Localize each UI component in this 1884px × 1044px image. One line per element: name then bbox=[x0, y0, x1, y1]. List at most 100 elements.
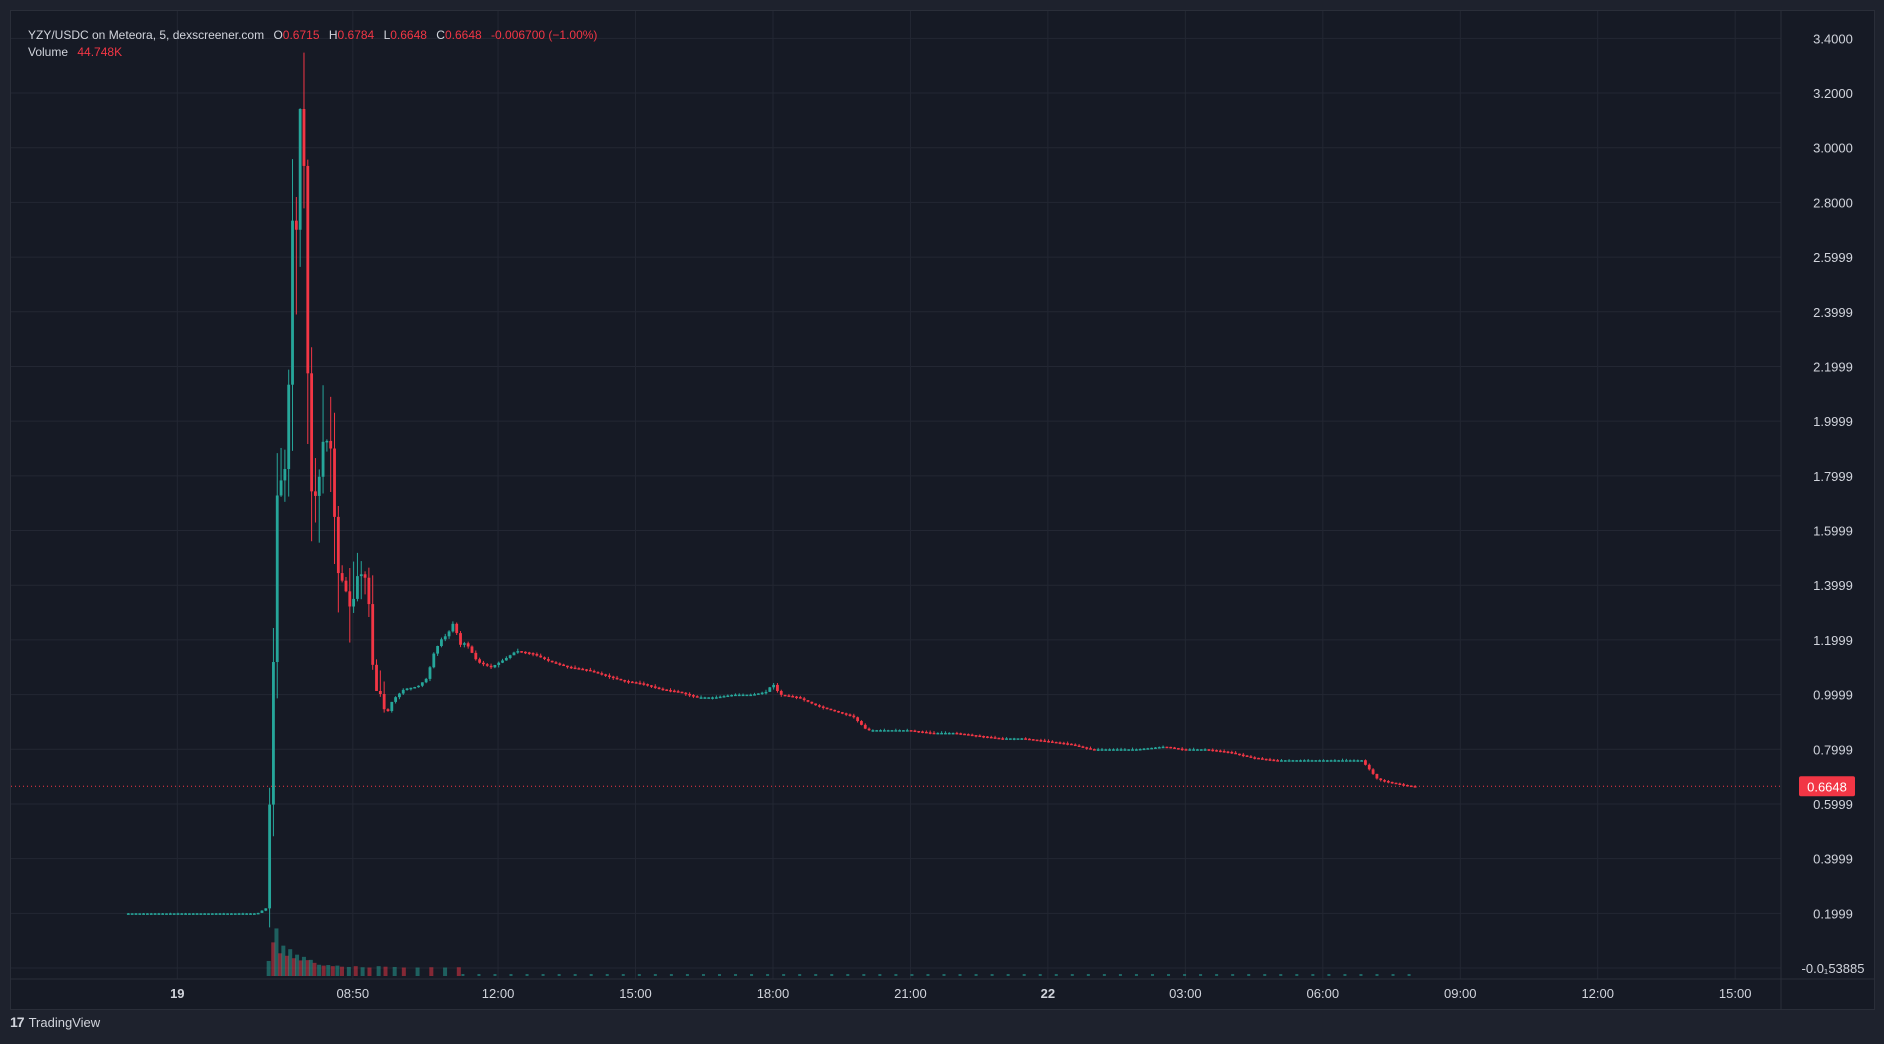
candle-body bbox=[726, 695, 730, 698]
candle bbox=[1253, 756, 1257, 760]
candle bbox=[1169, 746, 1173, 749]
candle bbox=[1329, 759, 1333, 762]
brand-label[interactable]: TradingView bbox=[28, 1014, 101, 1030]
x-tick-label: 22 bbox=[1041, 986, 1055, 1001]
candle bbox=[1283, 760, 1287, 762]
volume-bar bbox=[298, 960, 303, 976]
candle bbox=[821, 705, 825, 710]
candle-body bbox=[756, 693, 760, 695]
candle-body bbox=[1024, 738, 1028, 740]
candle-body bbox=[356, 576, 359, 599]
candle bbox=[947, 732, 951, 735]
candle bbox=[352, 561, 356, 613]
candle-body bbox=[165, 913, 168, 915]
candle bbox=[722, 695, 726, 698]
candle-body bbox=[1169, 746, 1173, 749]
candle-body bbox=[1371, 769, 1375, 774]
candle bbox=[428, 665, 432, 682]
candle-body bbox=[615, 677, 619, 680]
y-tick-label: 0.5999 bbox=[1813, 797, 1853, 812]
y-tick-label: 2.1999 bbox=[1813, 359, 1853, 374]
candle bbox=[210, 913, 214, 915]
x-tick-label: 15:00 bbox=[619, 986, 652, 1001]
candle-body bbox=[1016, 738, 1020, 740]
candle-body bbox=[417, 685, 420, 688]
candle-body bbox=[882, 730, 886, 732]
volume-bar bbox=[284, 955, 289, 976]
candle bbox=[188, 913, 191, 915]
candle-body bbox=[466, 643, 470, 647]
chart-frame[interactable]: 3.4000 3.2000 3.0000 2.8000 2.5999 2.3999 2.19… bbox=[10, 10, 1875, 1010]
candle-body bbox=[1390, 781, 1394, 784]
candle-body bbox=[1268, 759, 1272, 761]
candle-body bbox=[680, 691, 684, 694]
candle-body bbox=[546, 659, 550, 661]
candle-body bbox=[1146, 748, 1150, 750]
candle-body bbox=[848, 714, 852, 716]
candle bbox=[714, 695, 718, 699]
volume-bar bbox=[477, 974, 481, 976]
candle bbox=[543, 656, 546, 661]
candle bbox=[165, 913, 168, 915]
candle-body bbox=[359, 574, 363, 577]
candle-body bbox=[730, 694, 734, 697]
candle-body bbox=[890, 730, 894, 732]
candle-body bbox=[608, 675, 611, 677]
tradingview-logo-icon[interactable]: 17 bbox=[10, 1014, 25, 1030]
y-tick-label: 0.7999 bbox=[1813, 742, 1853, 757]
volume-bar bbox=[429, 967, 434, 976]
low-value: 0.6648 bbox=[390, 28, 427, 42]
y-tick-label: 0.9999 bbox=[1813, 688, 1853, 703]
candle bbox=[718, 695, 722, 699]
volume-bar bbox=[669, 974, 673, 976]
volume-bar bbox=[1102, 974, 1106, 976]
candle-body bbox=[1085, 747, 1089, 749]
candle bbox=[482, 660, 485, 667]
candle-body bbox=[932, 732, 936, 735]
candle-body bbox=[806, 700, 810, 702]
candle bbox=[436, 645, 440, 656]
candle-body bbox=[478, 659, 482, 663]
candle bbox=[363, 571, 367, 595]
candle bbox=[180, 913, 184, 915]
candle-body bbox=[917, 730, 921, 733]
candle bbox=[1073, 743, 1077, 747]
candle-body bbox=[718, 696, 722, 699]
candle-body bbox=[504, 657, 508, 661]
candle bbox=[806, 700, 810, 703]
y-tick-label: 1.5999 bbox=[1813, 524, 1853, 539]
candle-body bbox=[524, 651, 527, 654]
candle bbox=[1138, 748, 1142, 751]
volume-bar bbox=[1134, 974, 1138, 976]
candle bbox=[195, 913, 199, 915]
candle-body bbox=[1356, 760, 1360, 762]
candle-body bbox=[386, 709, 390, 712]
candle bbox=[260, 910, 264, 914]
price-chart[interactable]: 3.4000 3.2000 3.0000 2.8000 2.5999 2.3999 2.19… bbox=[11, 11, 1874, 1009]
candle bbox=[1390, 781, 1394, 784]
candle bbox=[1092, 748, 1096, 751]
x-tick-label: 12:00 bbox=[482, 986, 515, 1001]
candle-body bbox=[623, 680, 627, 682]
candle bbox=[1005, 737, 1008, 740]
candle-body bbox=[168, 913, 172, 915]
candle bbox=[928, 730, 932, 735]
candle-body bbox=[363, 574, 367, 578]
candle bbox=[1344, 758, 1348, 762]
volume-bar bbox=[830, 974, 834, 976]
candle bbox=[695, 695, 699, 698]
candle-body bbox=[669, 690, 672, 692]
candle bbox=[1280, 759, 1283, 762]
candle-body bbox=[879, 730, 882, 732]
volume-bar bbox=[392, 966, 397, 976]
candle-body bbox=[291, 220, 294, 385]
candle-body bbox=[161, 913, 165, 915]
candle bbox=[909, 730, 913, 732]
candle-body bbox=[432, 653, 436, 668]
candle-body bbox=[226, 913, 230, 915]
candle bbox=[1035, 739, 1039, 742]
candle bbox=[772, 682, 776, 690]
y-tick-label: 2.5999 bbox=[1813, 250, 1853, 265]
candle bbox=[550, 660, 554, 663]
candle bbox=[699, 695, 703, 699]
